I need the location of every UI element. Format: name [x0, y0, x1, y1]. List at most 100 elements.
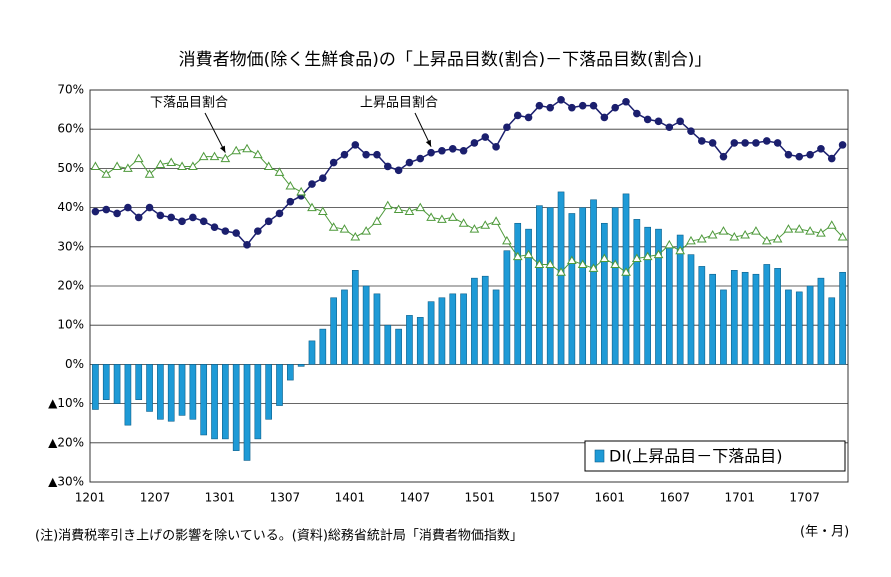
bar: [146, 364, 153, 412]
bar: [579, 207, 587, 365]
point: [113, 209, 121, 218]
point: [264, 217, 273, 226]
point: [481, 133, 490, 141]
point: [252, 149, 263, 159]
point: [144, 169, 155, 178]
bar: [351, 270, 359, 365]
bar: [286, 364, 294, 381]
bar: [514, 222, 522, 365]
point: [556, 267, 566, 276]
point: [285, 181, 296, 190]
point: [155, 159, 166, 168]
x-tick-label: 1607: [659, 491, 690, 505]
point: [589, 101, 598, 110]
point: [427, 148, 435, 157]
bar: [525, 228, 532, 365]
point: [459, 146, 468, 155]
point: [610, 259, 621, 268]
y-tick-label: ▲30%: [48, 475, 84, 489]
y-tick-label: 0%: [65, 357, 84, 371]
bar: [124, 364, 132, 426]
bar: [687, 254, 695, 365]
point: [296, 186, 307, 196]
bar: [362, 285, 370, 365]
series-line: [95, 148, 843, 273]
point: [643, 115, 652, 124]
x-tick-label: 1701: [724, 491, 755, 505]
bar: [774, 268, 781, 365]
point: [275, 209, 284, 218]
point: [524, 113, 533, 122]
bar: [763, 264, 771, 365]
y-tick-label: ▲20%: [48, 435, 84, 449]
point: [209, 151, 220, 161]
point: [254, 227, 262, 235]
point: [383, 162, 392, 171]
bar: [741, 271, 749, 365]
point: [817, 145, 825, 153]
point: [372, 216, 382, 225]
point: [286, 197, 295, 206]
x-tick-label: 1401: [335, 491, 366, 505]
bar: [806, 285, 814, 365]
bar: [601, 222, 608, 365]
bar: [406, 315, 413, 365]
bar: [265, 364, 273, 420]
point: [707, 230, 718, 239]
point: [752, 139, 760, 147]
point: [415, 202, 426, 212]
point: [101, 169, 112, 178]
point: [512, 251, 523, 261]
bar: [839, 271, 846, 365]
y-tick-label: ▲10%: [48, 396, 84, 410]
point: [373, 150, 381, 159]
x-tick-label: 1207: [140, 491, 171, 505]
bar: [752, 273, 760, 365]
point: [708, 139, 717, 147]
point: [653, 249, 664, 259]
bar: [622, 193, 630, 365]
point: [263, 161, 274, 170]
x-tick-label: 1201: [75, 491, 106, 505]
bar: [817, 277, 825, 365]
point: [676, 117, 684, 126]
point: [729, 231, 740, 241]
point: [133, 153, 144, 163]
point: [317, 206, 328, 216]
bar: [222, 364, 229, 440]
point: [438, 146, 446, 155]
point: [588, 263, 599, 272]
point: [654, 117, 663, 126]
x-tick-label: 1507: [530, 491, 561, 505]
bar: [211, 364, 218, 440]
y-tick-label: 40%: [57, 200, 84, 214]
point: [221, 227, 230, 235]
bar: [503, 250, 511, 365]
point: [188, 161, 198, 170]
bar: [427, 301, 435, 365]
series-annotation: 下落品目割合: [150, 95, 228, 111]
point: [393, 204, 404, 214]
point: [827, 154, 836, 163]
point: [665, 123, 674, 132]
point: [198, 151, 209, 161]
point: [307, 202, 317, 212]
point: [470, 139, 479, 147]
point: [642, 251, 653, 261]
point: [156, 211, 165, 220]
bar: [633, 219, 641, 365]
point: [177, 161, 187, 170]
point: [523, 249, 534, 259]
legend-label: DI(上昇品目－下落品目): [609, 447, 783, 466]
point: [492, 143, 500, 151]
point: [448, 145, 457, 153]
plot-frame: [89, 89, 849, 483]
arrow-head: [425, 139, 432, 147]
point: [675, 245, 686, 255]
point: [773, 139, 782, 147]
x-tick-label: 1707: [789, 491, 820, 505]
point: [243, 241, 251, 249]
point: [805, 226, 815, 235]
bar: [102, 364, 110, 400]
bar: [297, 364, 305, 367]
